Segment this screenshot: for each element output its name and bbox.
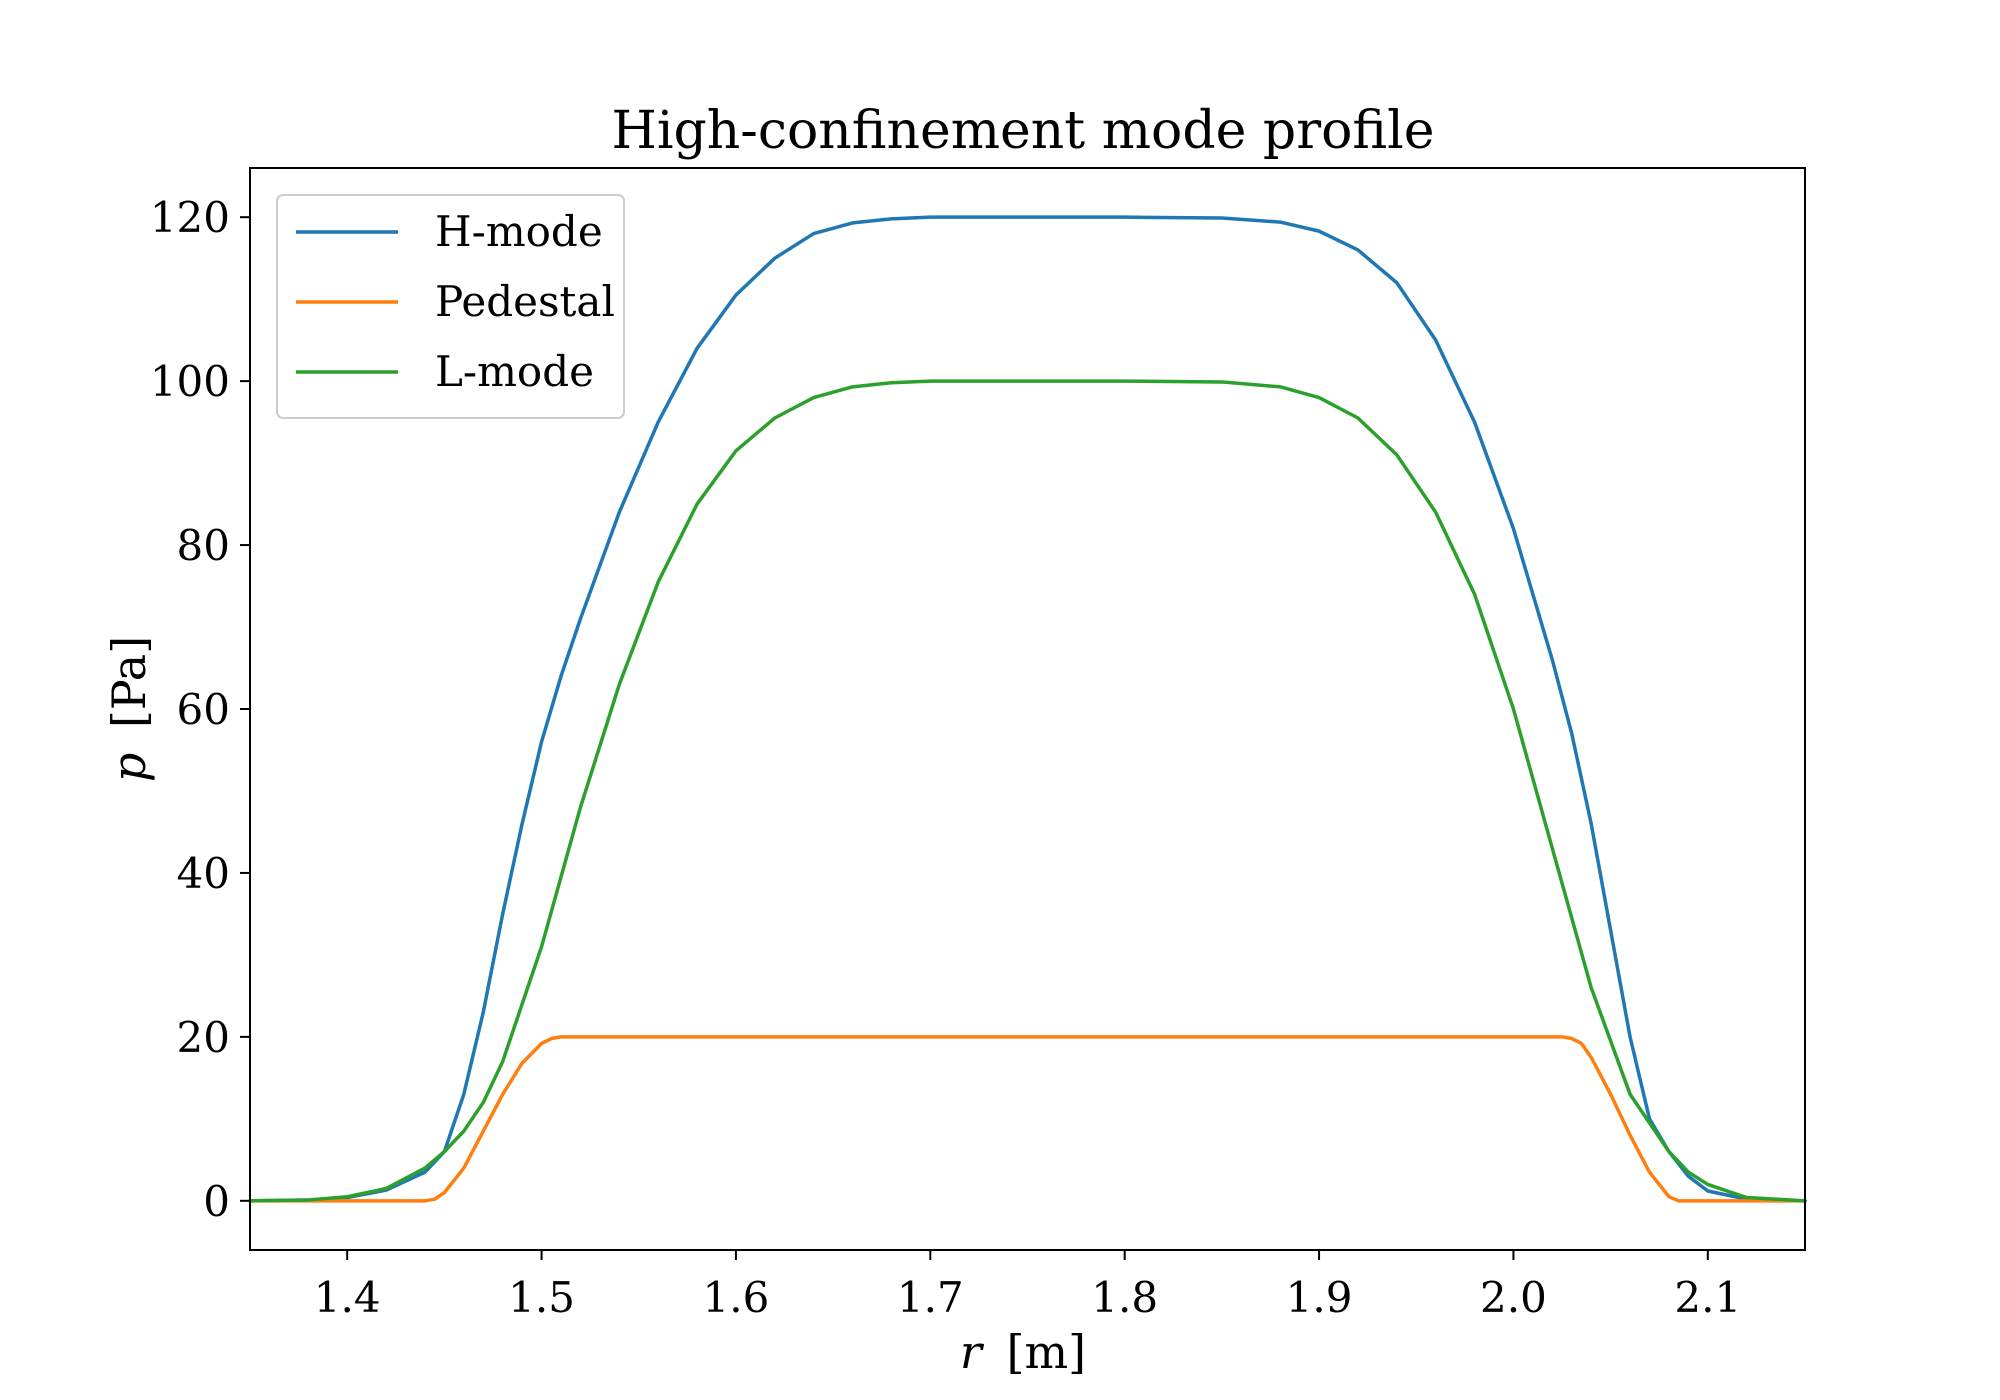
x-tick-label: 1.7 — [897, 1273, 964, 1322]
y-tick-label: 60 — [177, 685, 230, 734]
legend-entries: H-mode Pedestal L-mode — [296, 207, 615, 396]
legend: H-mode Pedestal L-mode — [276, 194, 625, 419]
x-tick-label: 1.6 — [703, 1273, 770, 1322]
y-axis-label-unit: [Pa] — [102, 636, 156, 728]
y-axis-label: p [Pa] — [102, 636, 156, 782]
y-axis-label-var: p — [102, 753, 156, 782]
x-tick-label: 2.1 — [1674, 1273, 1741, 1322]
series-line-l-mode — [248, 379, 1807, 1203]
y-tick-label: 0 — [203, 1177, 230, 1226]
y-tick-label: 80 — [177, 521, 230, 570]
legend-box — [276, 194, 625, 419]
x-tick-label: 1.5 — [508, 1273, 575, 1322]
y-tick-label: 40 — [177, 849, 230, 898]
x-tick-label: 1.4 — [314, 1273, 381, 1322]
y-tick-label: 100 — [150, 357, 230, 406]
series-line-h-mode — [248, 215, 1807, 1203]
x-tick-label: 1.9 — [1286, 1273, 1353, 1322]
y-tick-label: 120 — [150, 193, 230, 242]
y-tick-label: 20 — [177, 1013, 230, 1062]
x-axis-label-var: r — [960, 1325, 985, 1379]
x-tick-label: 2.0 — [1480, 1273, 1547, 1322]
x-axis: 1.4 1.5 1.6 1.7 1.8 1.9 2.0 2.1 — [314, 1250, 1741, 1322]
chart-title: High-confinement mode profile — [612, 101, 1435, 161]
legend-label-h-mode: H-mode — [435, 207, 603, 256]
legend-label-l-mode: L-mode — [435, 347, 594, 396]
y-axis: 0 20 40 60 80 100 120 — [150, 193, 250, 1226]
series-layer — [248, 215, 1807, 1203]
x-tick-label: 1.8 — [1091, 1273, 1158, 1322]
x-axis-label-unit: [m] — [1007, 1325, 1087, 1379]
series-line-pedestal — [248, 1035, 1807, 1203]
legend-label-pedestal: Pedestal — [435, 277, 615, 326]
x-axis-label: r [m] — [960, 1325, 1086, 1379]
